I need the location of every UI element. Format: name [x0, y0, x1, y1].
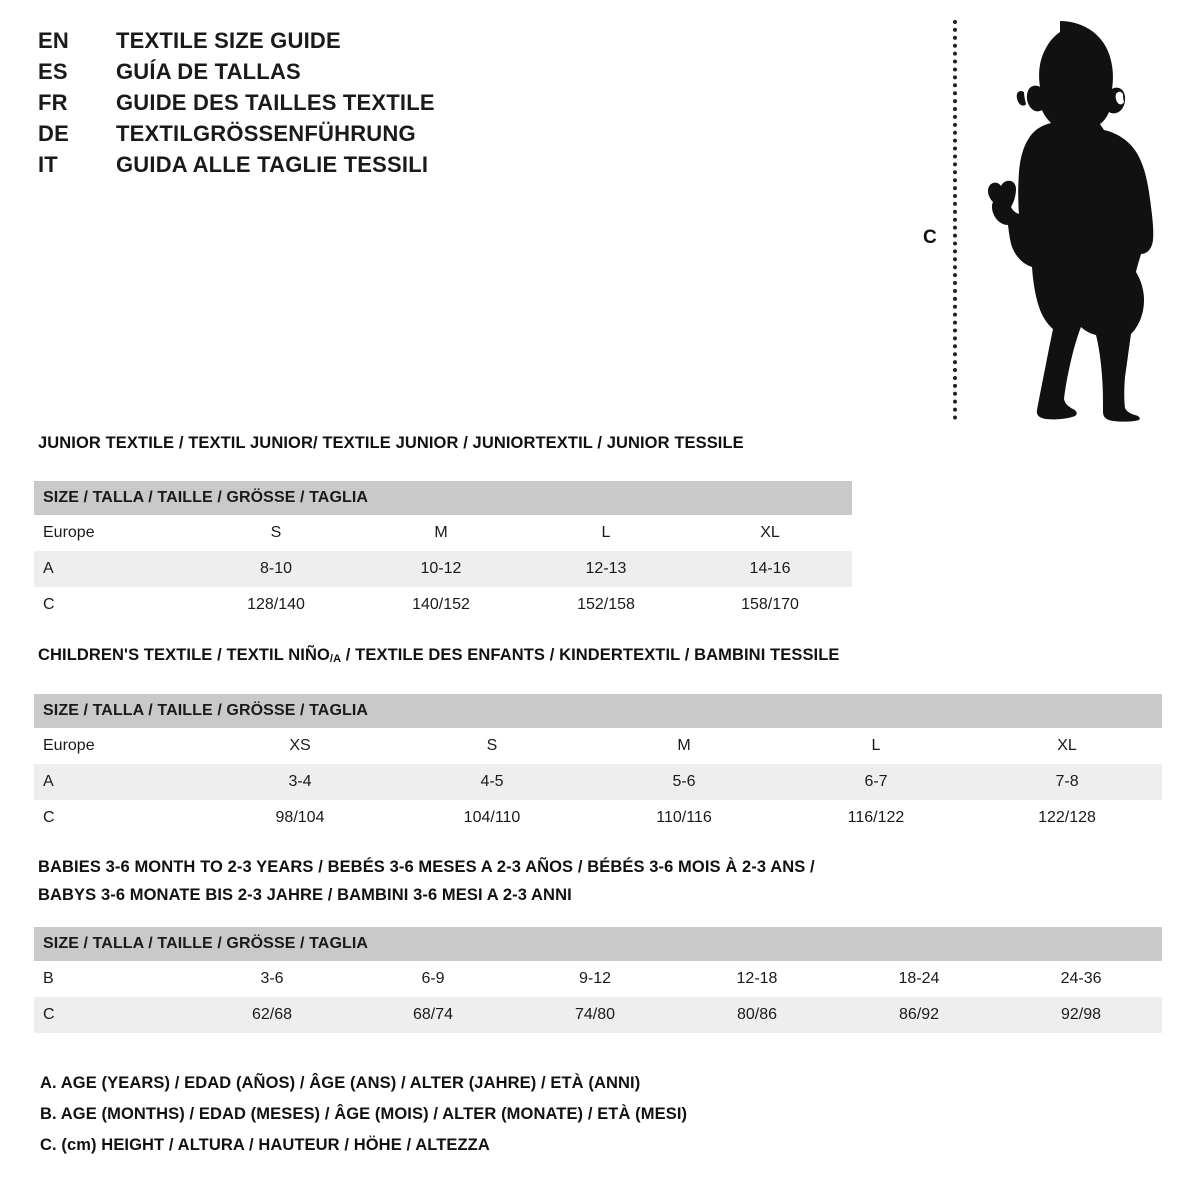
- junior-c-col-1: 128/140: [194, 587, 358, 623]
- section-heading-junior: JUNIOR TEXTILE / TEXTIL JUNIOR/ TEXTILE …: [38, 434, 744, 452]
- title-text-fr: GUIDE DES TAILLES TEXTILE: [116, 90, 435, 115]
- children-c-col-5: 122/128: [972, 800, 1163, 836]
- children-table-row-c: C 98/104 104/110 110/116 116/122 122/128: [34, 800, 1163, 836]
- children-a-col-3: 5-6: [588, 764, 780, 800]
- junior-table-header-label: SIZE / TALLA / TAILLE / GRÖSSE / TAGLIA: [34, 481, 853, 515]
- height-measurement-figure: C: [905, 12, 1165, 422]
- babies-b-col-5: 18-24: [838, 961, 1000, 997]
- children-europe-col-3: M: [588, 728, 780, 764]
- junior-c-col-2: 140/152: [358, 587, 524, 623]
- title-text-de: TEXTILGRÖSSENFÜHRUNG: [116, 121, 416, 146]
- junior-row-label-a: A: [34, 551, 194, 587]
- junior-table-header-row: SIZE / TALLA / TAILLE / GRÖSSE / TAGLIA: [34, 481, 853, 515]
- title-row-es: ES GUÍA DE TALLAS: [38, 59, 558, 90]
- section-heading-babies-line2: BABYS 3-6 MONATE BIS 2-3 JAHRE / BAMBINI…: [38, 886, 572, 904]
- babies-c-col-4: 80/86: [676, 997, 838, 1033]
- children-table-header-row: SIZE / TALLA / TAILLE / GRÖSSE / TAGLIA: [34, 694, 1163, 728]
- toddler-silhouette-icon: [988, 21, 1154, 422]
- title-text-it: GUIDA ALLE TAGLIE TESSILI: [116, 152, 429, 177]
- children-c-col-3: 110/116: [588, 800, 780, 836]
- junior-a-col-4: 14-16: [688, 551, 853, 587]
- babies-b-col-1: 3-6: [192, 961, 352, 997]
- junior-europe-col-2: M: [358, 515, 524, 551]
- children-table-header-label: SIZE / TALLA / TAILLE / GRÖSSE / TAGLIA: [34, 694, 1163, 728]
- babies-b-col-6: 24-36: [1000, 961, 1163, 997]
- section-heading-children: CHILDREN'S TEXTILE / TEXTIL NIÑO/A / TEX…: [38, 646, 840, 665]
- children-row-label-europe: Europe: [34, 728, 204, 764]
- legend-line-b: B. AGE (MONTHS) / EDAD (MESES) / ÂGE (MO…: [40, 1105, 688, 1123]
- babies-c-col-1: 62/68: [192, 997, 352, 1033]
- title-lang-de: DE: [38, 121, 69, 146]
- title-row-fr: FR GUIDE DES TAILLES TEXTILE: [38, 90, 558, 121]
- children-c-col-2: 104/110: [396, 800, 588, 836]
- children-europe-col-4: L: [780, 728, 972, 764]
- children-europe-col-2: S: [396, 728, 588, 764]
- title-row-en: EN TEXTILE SIZE GUIDE: [38, 28, 558, 59]
- height-dashed-line: [953, 20, 957, 420]
- legend-block: A. AGE (YEARS) / EDAD (AÑOS) / ÂGE (ANS)…: [40, 1068, 840, 1161]
- title-lang-it: IT: [38, 152, 58, 177]
- junior-table-row-a: A 8-10 10-12 12-13 14-16: [34, 551, 853, 587]
- title-lang-es: ES: [38, 59, 68, 84]
- junior-europe-col-3: L: [524, 515, 688, 551]
- children-a-col-4: 6-7: [780, 764, 972, 800]
- section-heading-babies-line1: BABIES 3-6 MONTH TO 2-3 YEARS / BEBÉS 3-…: [38, 858, 815, 876]
- children-table-row-europe: Europe XS S M L XL: [34, 728, 1163, 764]
- junior-row-label-c: C: [34, 587, 194, 623]
- junior-europe-col-1: S: [194, 515, 358, 551]
- babies-size-table: SIZE / TALLA / TAILLE / GRÖSSE / TAGLIA …: [34, 927, 1163, 1033]
- children-c-col-1: 98/104: [204, 800, 396, 836]
- babies-b-col-2: 6-9: [352, 961, 514, 997]
- junior-table-row-c: C 128/140 140/152 152/158 158/170: [34, 587, 853, 623]
- title-block: EN TEXTILE SIZE GUIDE ES GUÍA DE TALLAS …: [38, 28, 558, 183]
- section-heading-children-pre: CHILDREN'S TEXTILE / TEXTIL NIÑO: [38, 646, 330, 664]
- title-row-it: IT GUIDA ALLE TAGLIE TESSILI: [38, 152, 558, 183]
- babies-row-label-c: C: [34, 997, 192, 1033]
- babies-c-col-6: 92/98: [1000, 997, 1163, 1033]
- section-heading-children-post: / TEXTILE DES ENFANTS / KINDERTEXTIL / B…: [341, 646, 840, 664]
- babies-table-row-c: C 62/68 68/74 74/80 80/86 86/92 92/98: [34, 997, 1163, 1033]
- babies-table-header-row: SIZE / TALLA / TAILLE / GRÖSSE / TAGLIA: [34, 927, 1163, 961]
- junior-c-col-3: 152/158: [524, 587, 688, 623]
- junior-a-col-3: 12-13: [524, 551, 688, 587]
- height-measure-label: C: [923, 227, 937, 248]
- legend-line-c: C. (cm) HEIGHT / ALTURA / HAUTEUR / HÖHE…: [40, 1136, 490, 1154]
- babies-c-col-2: 68/74: [352, 997, 514, 1033]
- junior-row-label-europe: Europe: [34, 515, 194, 551]
- junior-a-col-1: 8-10: [194, 551, 358, 587]
- babies-b-col-4: 12-18: [676, 961, 838, 997]
- title-text-es: GUÍA DE TALLAS: [116, 59, 301, 84]
- title-lang-fr: FR: [38, 90, 68, 115]
- title-text-en: TEXTILE SIZE GUIDE: [116, 28, 341, 53]
- title-row-de: DE TEXTILGRÖSSENFÜHRUNG: [38, 121, 558, 152]
- children-a-col-5: 7-8: [972, 764, 1163, 800]
- junior-a-col-2: 10-12: [358, 551, 524, 587]
- children-a-col-2: 4-5: [396, 764, 588, 800]
- junior-size-table: SIZE / TALLA / TAILLE / GRÖSSE / TAGLIA …: [34, 481, 853, 623]
- babies-row-label-b: B: [34, 961, 192, 997]
- legend-line-a: A. AGE (YEARS) / EDAD (AÑOS) / ÂGE (ANS)…: [40, 1074, 641, 1092]
- junior-table-row-europe: Europe S M L XL: [34, 515, 853, 551]
- children-table-row-a: A 3-4 4-5 5-6 6-7 7-8: [34, 764, 1163, 800]
- title-lang-en: EN: [38, 28, 69, 53]
- children-europe-col-1: XS: [204, 728, 396, 764]
- babies-c-col-5: 86/92: [838, 997, 1000, 1033]
- children-europe-col-5: XL: [972, 728, 1163, 764]
- junior-europe-col-4: XL: [688, 515, 853, 551]
- babies-b-col-3: 9-12: [514, 961, 676, 997]
- children-size-table: SIZE / TALLA / TAILLE / GRÖSSE / TAGLIA …: [34, 694, 1163, 836]
- section-heading-children-sub: /A: [329, 653, 342, 665]
- babies-table-row-b: B 3-6 6-9 9-12 12-18 18-24 24-36: [34, 961, 1163, 997]
- children-row-label-a: A: [34, 764, 204, 800]
- babies-table-header-label: SIZE / TALLA / TAILLE / GRÖSSE / TAGLIA: [34, 927, 1163, 961]
- junior-c-col-4: 158/170: [688, 587, 853, 623]
- children-a-col-1: 3-4: [204, 764, 396, 800]
- children-row-label-c: C: [34, 800, 204, 836]
- babies-c-col-3: 74/80: [514, 997, 676, 1033]
- children-c-col-4: 116/122: [780, 800, 972, 836]
